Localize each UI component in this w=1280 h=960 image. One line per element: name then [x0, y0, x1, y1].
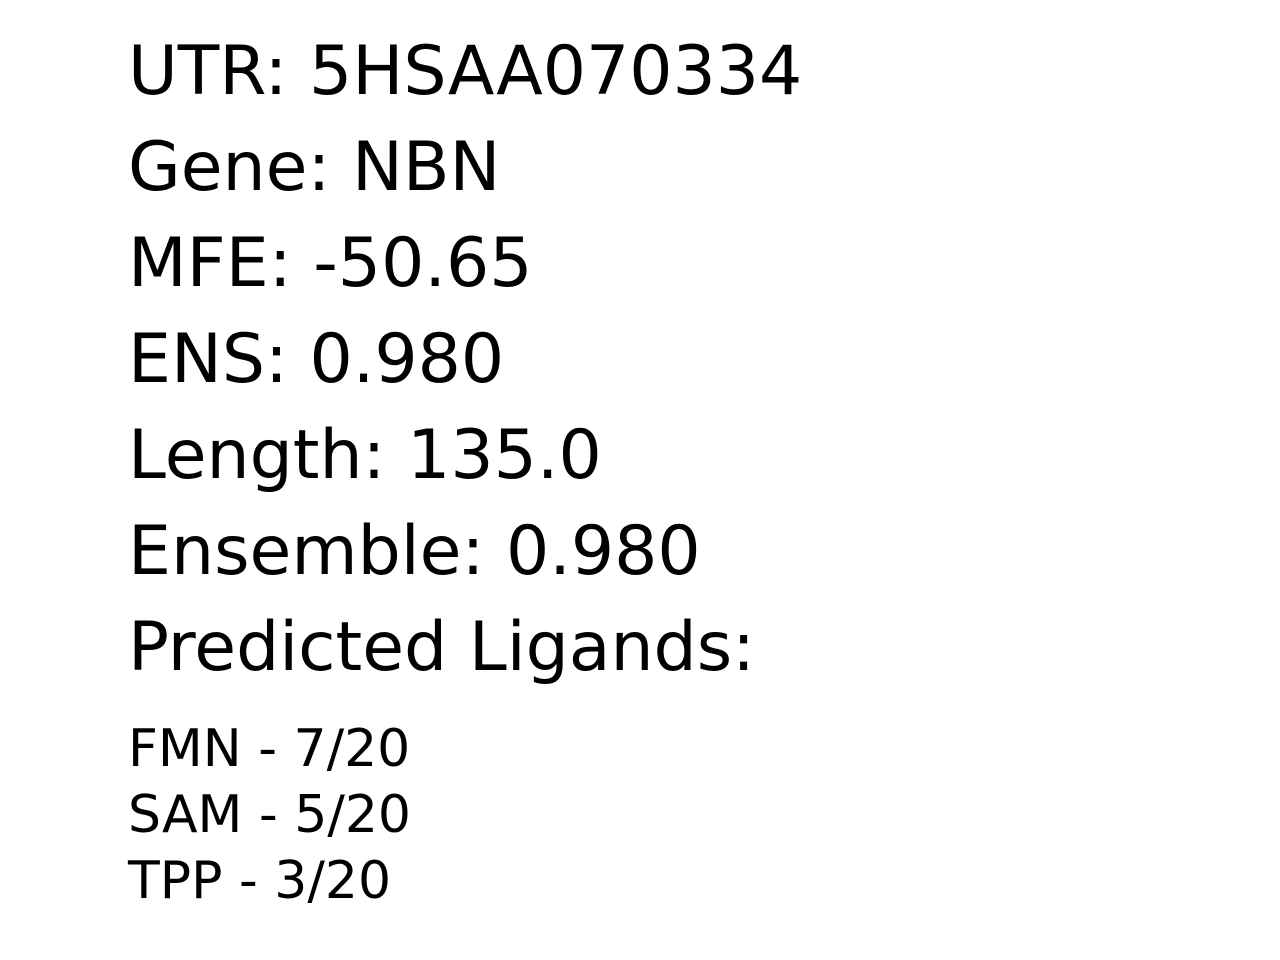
- utr-info-panel: UTR: 5HSAA070334 Gene: NBN MFE: -50.65 E…: [128, 0, 1228, 960]
- utr-id: UTR: 5HSAA070334: [128, 32, 803, 111]
- ligand-item: TPP - 3/20: [128, 851, 392, 911]
- predicted-ligands-heading: Predicted Ligands:: [128, 608, 756, 687]
- gene-name: Gene: NBN: [128, 128, 501, 207]
- length-value: Length: 135.0: [128, 416, 602, 495]
- ensemble-value: Ensemble: 0.980: [128, 512, 701, 591]
- mfe-value: MFE: -50.65: [128, 224, 533, 303]
- ligand-item: FMN - 7/20: [128, 719, 411, 779]
- ligand-item: SAM - 5/20: [128, 785, 412, 845]
- ens-value: ENS: 0.980: [128, 320, 505, 399]
